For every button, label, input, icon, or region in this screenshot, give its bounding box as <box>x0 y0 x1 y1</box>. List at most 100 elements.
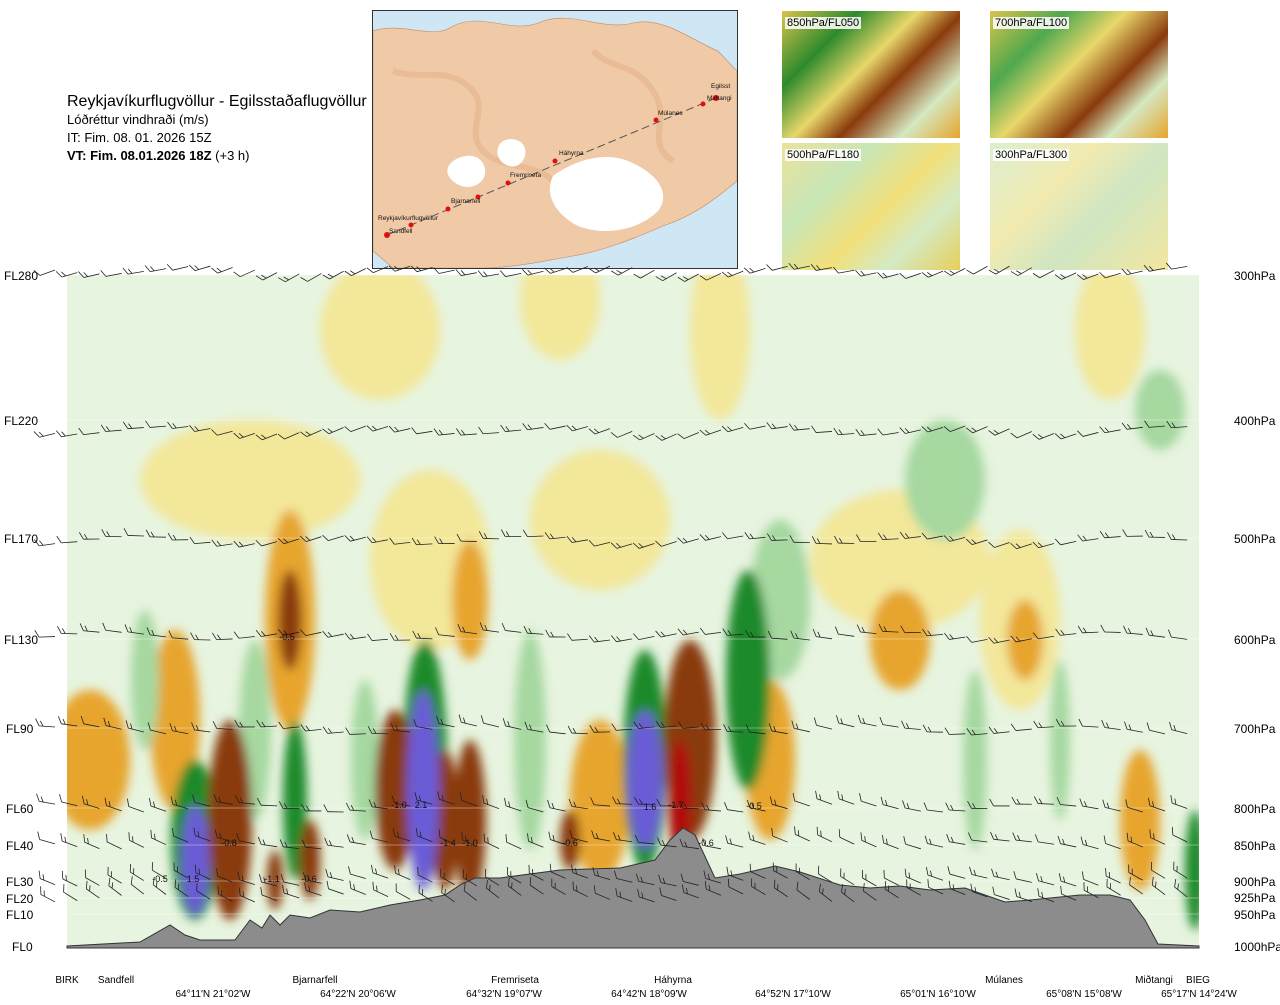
wind-barb <box>588 635 611 643</box>
wind-barb <box>238 887 255 903</box>
wind-barb <box>369 830 389 843</box>
thumbnail-850hpa[interactable]: 850hPa/FL050 <box>781 10 961 139</box>
wind-barb <box>656 798 677 807</box>
wind-barb <box>480 715 500 728</box>
wind-barb <box>921 426 944 433</box>
wind-barb <box>679 838 699 850</box>
wind-barb <box>551 878 566 895</box>
wind-barb <box>703 870 722 884</box>
wind-barb <box>104 797 122 812</box>
wind-barb <box>1032 632 1055 640</box>
x-coord-label: 64°42'N 18°09'W <box>611 989 687 1000</box>
wind-barb <box>391 795 411 807</box>
wind-barb <box>968 832 988 843</box>
wind-barb <box>167 421 189 429</box>
velocity-contour-region <box>375 710 415 870</box>
wind-barb <box>1167 532 1188 541</box>
wind-barb <box>123 528 144 537</box>
wind-barb <box>704 881 722 896</box>
wind-barb <box>304 882 322 896</box>
velocity-contour-region <box>267 850 283 910</box>
wind-barb <box>1081 871 1099 886</box>
terrain-profile <box>66 827 1200 949</box>
wind-barb <box>410 265 433 273</box>
wind-barb <box>323 804 344 813</box>
wind-barb <box>1010 431 1032 439</box>
thumbnail-300hpa[interactable]: 300hPa/FL300 <box>989 142 1169 271</box>
wind-barb <box>633 433 655 441</box>
x-coord-label: 65°01'N 16°10'W <box>900 989 976 1000</box>
wind-barb <box>611 723 633 731</box>
wind-barb <box>216 868 233 883</box>
wind-barb <box>84 869 100 886</box>
wind-barb <box>146 627 167 638</box>
wind-barb <box>988 541 1010 548</box>
wind-barb <box>106 833 122 850</box>
wind-barb <box>37 831 56 845</box>
wind-barb <box>746 799 766 812</box>
value-annotation: -0.6 <box>562 838 578 848</box>
wind-barb <box>678 721 699 729</box>
wind-barb <box>566 424 588 432</box>
velocity-contour-region <box>181 805 209 915</box>
wind-barb <box>837 790 855 805</box>
wind-barb <box>102 622 122 633</box>
wind-barb <box>988 726 1010 734</box>
wind-barb <box>834 535 855 544</box>
wind-barb <box>100 270 122 277</box>
wind-barb <box>815 790 833 805</box>
x-coord-label: 64°32'N 19°07'W <box>466 989 542 1000</box>
velocity-contour-region <box>208 720 252 920</box>
wind-barb <box>1060 885 1077 901</box>
wind-barb <box>1143 264 1166 272</box>
wind-barb <box>255 629 278 637</box>
wind-barb <box>772 862 788 879</box>
wind-barb <box>345 727 366 735</box>
thumbnail-500hpa[interactable]: 500hPa/FL180 <box>781 142 961 271</box>
chart-subtitle: Lóðréttur vindhraði (m/s) <box>67 112 209 127</box>
wind-barb <box>943 267 966 276</box>
wind-barb <box>392 828 411 842</box>
wind-barb <box>344 535 366 542</box>
wind-barb <box>174 879 189 897</box>
wind-barb <box>324 837 344 848</box>
fl-label: FL20 <box>6 892 34 906</box>
value-annotation: -0.5 <box>152 874 168 884</box>
wind-barb <box>482 795 500 809</box>
value-annotation: -0.8 <box>221 838 237 848</box>
wind-barb <box>191 722 211 733</box>
velocity-contour-region <box>514 630 546 850</box>
wind-barb <box>501 622 522 633</box>
wind-barb <box>173 862 189 879</box>
wind-barb <box>788 423 810 431</box>
wind-barb <box>322 726 344 734</box>
thumbnail-700hpa[interactable]: 700hPa/FL100 <box>989 10 1169 139</box>
wind-barb <box>256 720 278 728</box>
wind-barb <box>278 801 300 809</box>
wind-barb <box>590 797 611 807</box>
wind-barb <box>900 625 921 634</box>
wind-barb <box>280 874 300 886</box>
wind-barb <box>743 267 766 274</box>
wind-barb <box>1144 420 1166 428</box>
wind-barb <box>699 534 722 541</box>
wind-barb <box>856 534 877 542</box>
wind-barb <box>485 880 500 899</box>
wind-barb <box>479 622 500 633</box>
wind-barb <box>411 427 433 435</box>
issue-time: IT: Fim. 08. 01. 2026 15Z <box>67 130 212 145</box>
hpa-label: 850hPa <box>1234 839 1276 853</box>
wind-barb <box>277 432 300 440</box>
wind-barb <box>213 793 233 805</box>
wind-barb <box>634 796 655 805</box>
wind-barb <box>879 716 899 728</box>
wind-barb <box>1032 269 1055 279</box>
value-annotation: -0.6 <box>301 874 317 884</box>
wind-barb <box>1165 262 1188 270</box>
wind-barb <box>883 869 899 886</box>
wind-barb <box>529 877 544 895</box>
wind-barb <box>168 630 189 640</box>
wind-barb <box>152 876 167 895</box>
wind-barb <box>635 873 655 886</box>
velocity-contour-region <box>1185 810 1199 930</box>
